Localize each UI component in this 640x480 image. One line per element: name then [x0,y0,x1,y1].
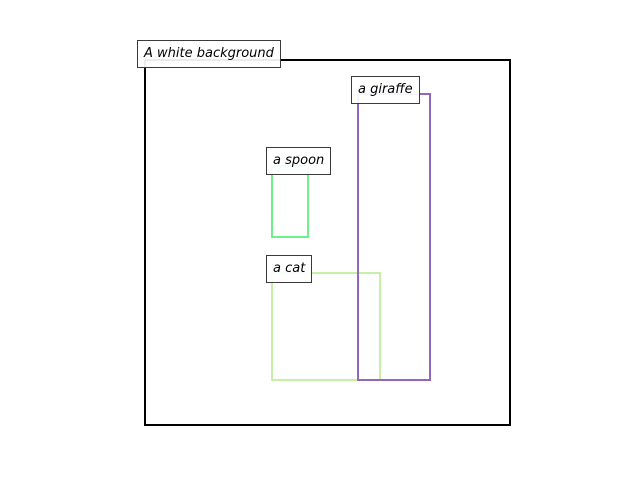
cat-label: a cat [266,255,313,283]
canvas-caption: A white background [137,40,281,68]
spoon-label: a spoon [266,147,332,175]
canvas-frame [144,59,511,426]
spoon-box [271,165,309,238]
cat-box [271,272,381,381]
giraffe-label: a giraffe [351,76,420,104]
giraffe-box [357,93,431,381]
